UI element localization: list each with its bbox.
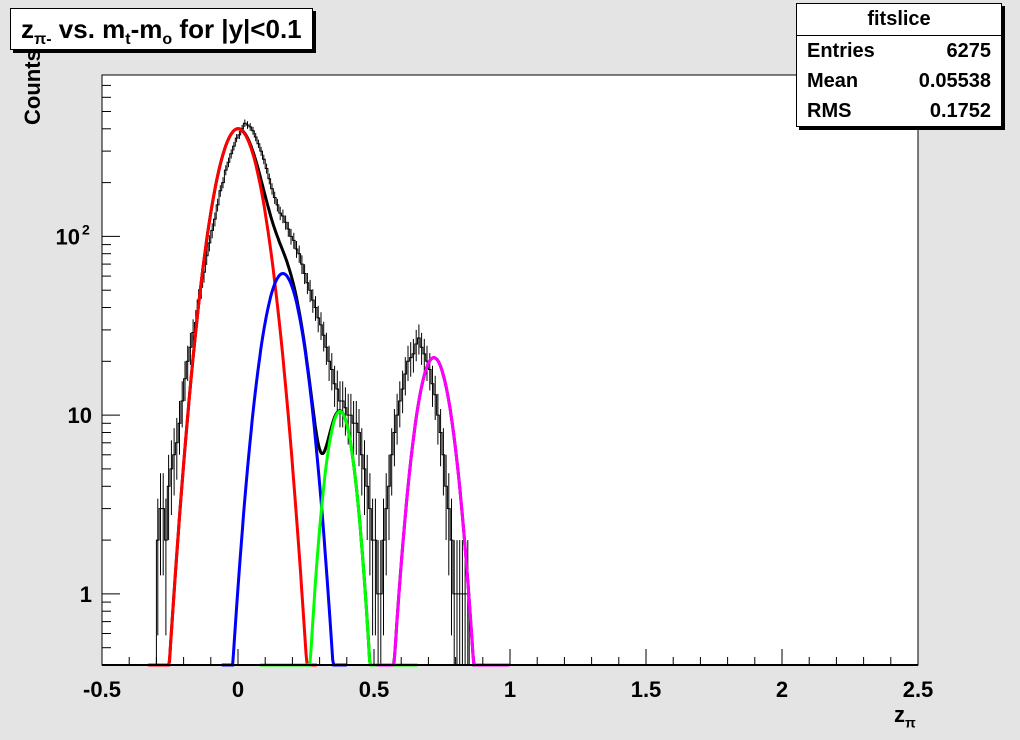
y-tick-label: 10 bbox=[68, 403, 92, 428]
histogram-layer bbox=[155, 119, 470, 665]
histogram-outline bbox=[155, 122, 470, 665]
stats-label: Mean bbox=[807, 70, 859, 92]
chart-title: zπ- vs. mt-mo for |y|<0.1 bbox=[10, 8, 313, 50]
y-tick-label: 1 bbox=[80, 582, 92, 607]
stats-title: fitslice bbox=[797, 4, 1001, 36]
stats-value: 0.05538 bbox=[918, 70, 991, 92]
x-tick-label: 2.5 bbox=[903, 677, 934, 702]
stats-box: fitslice Entries 6275 Mean 0.05538 RMS 0… bbox=[796, 3, 1002, 127]
stats-value: 6275 bbox=[946, 40, 992, 62]
stats-value: 0.1752 bbox=[929, 100, 991, 122]
stats-row-mean: Mean 0.05538 bbox=[797, 66, 1001, 96]
y-tick-label: 10 bbox=[56, 224, 80, 249]
plot-frame bbox=[101, 74, 919, 666]
fit-curve-component-1 bbox=[148, 127, 317, 667]
x-tick-label: -0.5 bbox=[83, 677, 121, 702]
title-mid2: -m bbox=[130, 14, 163, 44]
title-sub-o: o bbox=[162, 31, 173, 49]
x-tick-label: 0.5 bbox=[359, 677, 390, 702]
x-axis-label: zπ bbox=[894, 702, 916, 730]
x-tick-label: 1 bbox=[504, 677, 516, 702]
x-axis-label-sub: π bbox=[905, 714, 916, 731]
title-sub-t: t bbox=[125, 31, 131, 49]
x-tick-label: 2 bbox=[776, 677, 788, 702]
y-axis-label: Counts bbox=[20, 49, 45, 125]
title-z: z bbox=[21, 14, 34, 44]
x-axis-label-main: z bbox=[894, 702, 905, 727]
x-tick-label: 1.5 bbox=[631, 677, 662, 702]
stats-label: Entries bbox=[807, 40, 875, 62]
fit-curve-component-2 bbox=[221, 271, 347, 667]
stats-row-rms: RMS 0.1752 bbox=[797, 96, 1001, 126]
stats-label: RMS bbox=[807, 100, 852, 122]
title-mid: vs. m bbox=[51, 14, 126, 44]
title-tail: for |y|<0.1 bbox=[172, 14, 302, 44]
x-tick-label: 0 bbox=[232, 677, 244, 702]
title-sub-pi: π- bbox=[34, 31, 52, 49]
stats-row-entries: Entries 6275 bbox=[797, 36, 1001, 66]
y-tick-exponent: 2 bbox=[82, 221, 90, 237]
